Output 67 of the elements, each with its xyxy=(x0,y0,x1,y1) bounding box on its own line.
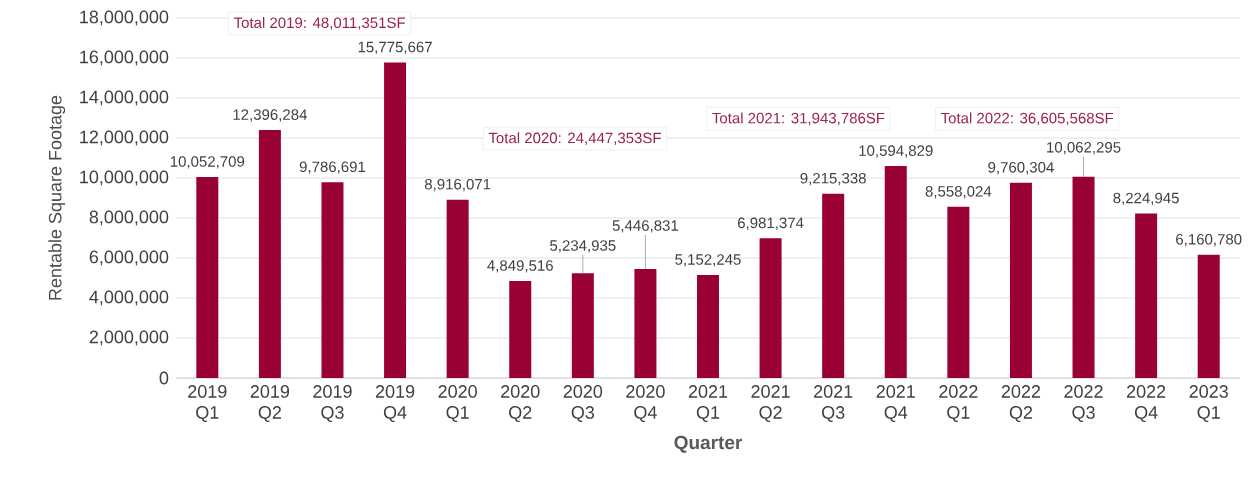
data-label: 9,215,338 xyxy=(800,172,866,186)
data-label: 8,916,071 xyxy=(424,178,491,192)
data-label: 5,446,831 xyxy=(612,220,679,233)
data-label: 10,594,829 xyxy=(859,145,933,158)
bar xyxy=(634,269,657,378)
y-tick-label: 0 xyxy=(159,371,169,385)
annotation: Total 2019: 48,011,351SF xyxy=(233,17,406,30)
x-tick-label: 2020 Q1 xyxy=(438,385,477,423)
bar xyxy=(321,182,344,378)
data-label: 5,152,245 xyxy=(675,254,741,267)
x-tick-label: 2019 Q2 xyxy=(250,385,290,423)
x-tick-label: 2020 Q4 xyxy=(626,385,665,423)
annotation: Total 2020: 24,447,353SF xyxy=(488,132,661,145)
data-label: 6,160,780 xyxy=(1176,233,1242,247)
x-axis-title: Quarter xyxy=(674,435,743,453)
y-tick-label: 12,000,000 xyxy=(80,130,169,146)
x-tick-label: 2019 Q1 xyxy=(188,385,227,423)
y-tick-label: 8,000,000 xyxy=(89,210,169,226)
bar xyxy=(446,199,469,378)
data-label: 9,786,691 xyxy=(299,161,366,174)
x-tick-label: 2021 Q3 xyxy=(814,385,853,423)
data-label: 15,775,667 xyxy=(358,41,432,55)
data-label: 5,234,935 xyxy=(550,240,616,253)
y-tick-label: 18,000,000 xyxy=(80,10,169,26)
x-tick-label: 2022 Q4 xyxy=(1127,385,1166,423)
x-tick-label: 2020 Q3 xyxy=(563,385,603,423)
bar xyxy=(822,193,845,378)
data-label: 12,396,284 xyxy=(233,109,307,122)
y-tick-label: 4,000,000 xyxy=(89,290,169,306)
data-label: 6,981,374 xyxy=(737,217,804,230)
bar xyxy=(509,281,532,378)
x-tick-label: 2022 Q3 xyxy=(1064,385,1103,423)
y-tick-label: 16,000,000 xyxy=(80,50,169,66)
bar xyxy=(947,206,970,378)
x-tick-label: 2021 Q4 xyxy=(876,385,915,423)
y-axis-title: Rentable Square Footage xyxy=(48,95,66,300)
x-tick-label: 2020 Q2 xyxy=(501,385,540,423)
x-tick-label: 2019 Q3 xyxy=(313,385,352,423)
y-tick-label: 2,000,000 xyxy=(89,330,169,346)
data-label: 8,224,945 xyxy=(1113,192,1179,206)
x-tick-label: 2019 Q4 xyxy=(375,385,415,423)
bar xyxy=(1135,213,1158,378)
y-tick-label: 10,000,000 xyxy=(80,170,169,186)
bar xyxy=(697,274,719,378)
bar xyxy=(1072,176,1095,378)
data-label: 10,062,295 xyxy=(1047,142,1121,155)
bar xyxy=(1197,254,1220,378)
y-tick-label: 14,000,000 xyxy=(80,90,169,106)
x-tick-label: 2023 Q1 xyxy=(1189,385,1228,423)
data-label: 10,052,709 xyxy=(170,156,245,169)
annotation: Total 2022: 36,605,568SF xyxy=(940,112,1114,126)
data-label: 4,849,516 xyxy=(487,260,553,273)
x-tick-label: 2021 Q2 xyxy=(751,385,790,423)
bar xyxy=(884,166,907,378)
x-tick-label: 2021 Q1 xyxy=(688,385,728,423)
bar xyxy=(1009,182,1032,378)
bar xyxy=(196,176,219,378)
x-tick-label: 2022 Q1 xyxy=(939,385,978,423)
x-tick-label: 2022 Q2 xyxy=(1001,385,1041,423)
bar xyxy=(571,273,594,378)
bar xyxy=(258,130,281,378)
data-label: 8,558,024 xyxy=(925,186,992,199)
y-tick-label: 6,000,000 xyxy=(89,250,169,266)
annotation: Total 2021: 31,943,786SF xyxy=(712,112,885,126)
bar xyxy=(759,238,782,378)
data-label: 9,760,304 xyxy=(988,162,1054,175)
bar xyxy=(384,62,407,378)
